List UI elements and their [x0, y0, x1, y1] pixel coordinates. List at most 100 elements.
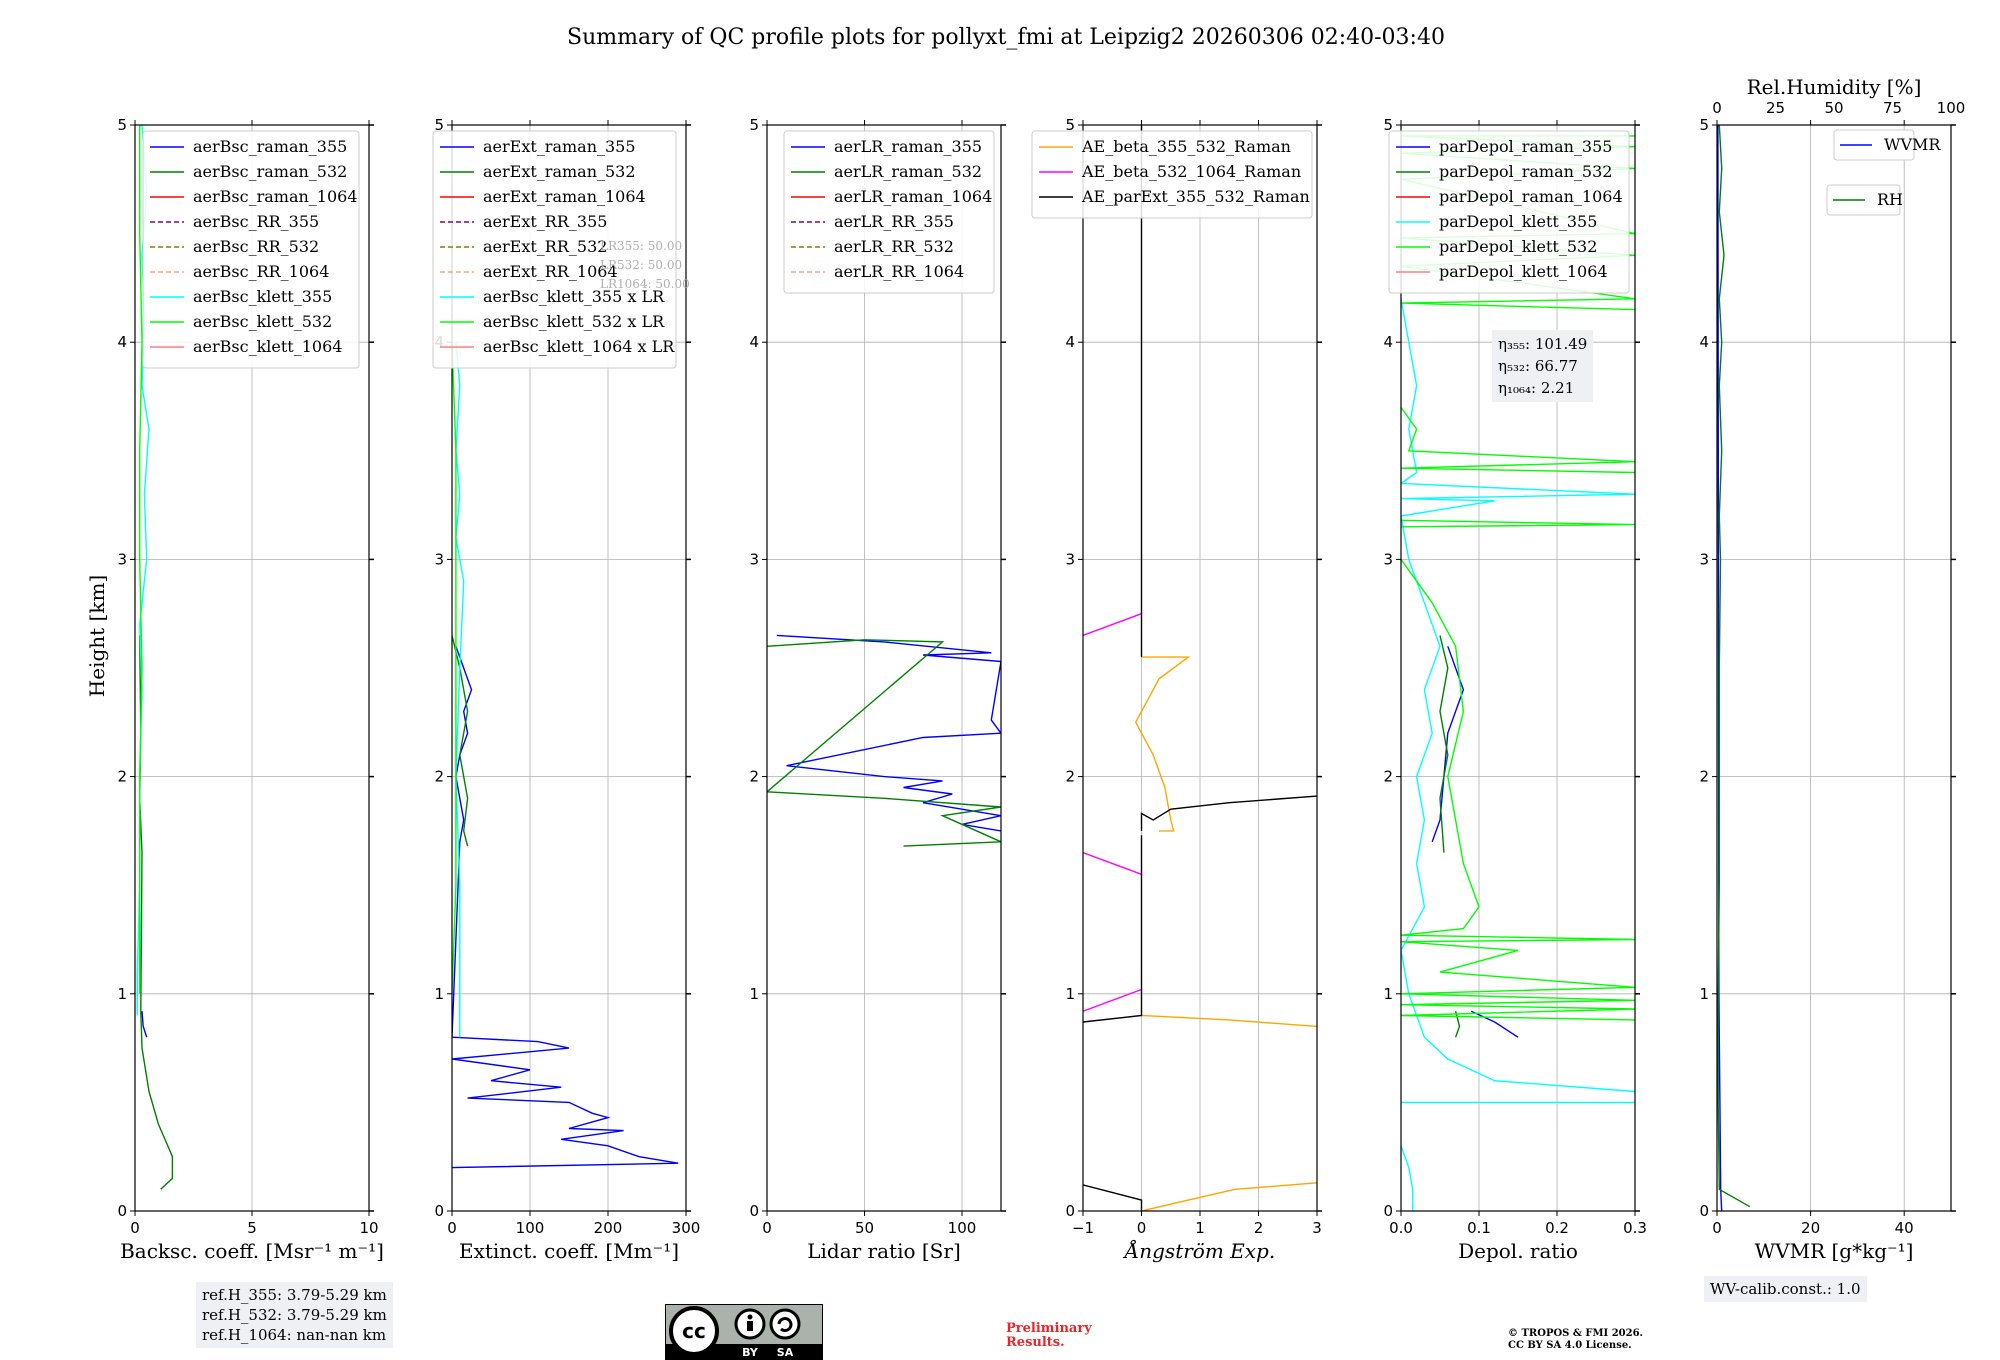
x-axis-label: Depol. ratio	[1458, 1239, 1578, 1263]
series-aerLR_raman_355	[776, 634, 1001, 832]
legend-label: WVMR	[1884, 135, 1941, 154]
reference-height-box: ref.H_355: 3.79-5.29 km ref.H_532: 3.79-…	[196, 1282, 393, 1348]
y-tick-label: 5	[117, 116, 127, 134]
y-tick-label: 5	[1383, 116, 1393, 134]
eta-355: η₃₅₅: 101.49	[1498, 335, 1588, 353]
series-AE_beta_355_532_Raman	[1134, 656, 1317, 1211]
legend-label: parDepol_raman_355	[1439, 137, 1612, 156]
legend-label: aerLR_raman_1064	[834, 187, 992, 206]
legend-label: parDepol_klett_1064	[1439, 262, 1608, 281]
legend-label: aerBsc_klett_532	[193, 312, 332, 331]
y-tick-label: 3	[1065, 550, 1075, 568]
axes-frame	[1400, 124, 1636, 1212]
series-AE_parExt_355_532_Raman	[1083, 125, 1317, 1211]
y-tick-label: 1	[434, 985, 444, 1003]
y-tick-label: 4	[1699, 333, 1709, 351]
top-tick-label: 25	[1766, 99, 1785, 117]
panel-backscatter: 0 5 10 0 1 2 3 4 5 Backsc. coeff. [Msr⁻¹ m⁻¹] aerB…	[117, 116, 383, 1263]
ref-h-355: ref.H_355: 3.79-5.29 km	[202, 1286, 387, 1304]
series-aerLR_raman_532	[767, 639, 1001, 847]
y-tick-label: 4	[1065, 333, 1075, 351]
by-label: BY	[742, 1346, 759, 1359]
y-tick-label: 5	[749, 116, 759, 134]
y-tick-label: 5	[434, 116, 444, 134]
legend-label: aerBsc_raman_1064	[193, 187, 358, 206]
y-tick-label: 0	[1383, 1202, 1393, 1220]
y-tick-label: 2	[117, 768, 127, 786]
y-tick-label: 3	[117, 550, 127, 568]
series-WVMR	[1717, 125, 1723, 1211]
legend-label: aerLR_raman_532	[834, 162, 982, 181]
x-axis-label: WVMR [g*kg⁻¹]	[1755, 1239, 1914, 1263]
x-axis-label: Extinct. coeff. [Mm⁻¹]	[459, 1239, 679, 1263]
x-tick-label: 300	[672, 1219, 701, 1237]
lidar-ratio-note: LR1064: 50.00	[600, 277, 690, 291]
legend-box	[783, 130, 995, 294]
panel-depolarization: 0.0 0.1 0.2 0.3 0 1 2 3 4 5 Depol. ratio parDepol_r…	[1383, 116, 1646, 1263]
legend-label: parDepol_klett_355	[1439, 212, 1597, 231]
y-tick-label: 0	[1699, 1202, 1709, 1220]
y-tick-label: 0	[434, 1202, 444, 1220]
top-axis-label: Rel.Humidity [%]	[1747, 75, 1922, 99]
legend-label: aerBsc_klett_532 x LR	[483, 312, 665, 331]
series-parDepol_raman_532	[1439, 635, 1461, 1038]
y-tick-label: 3	[1699, 550, 1709, 568]
legend-box	[1388, 130, 1630, 294]
series-aerBsc_klett_355 x LR	[455, 342, 465, 1038]
legend-label: aerBsc_klett_355 x LR	[483, 287, 665, 306]
top-tick-label: 0	[1712, 99, 1722, 117]
x-tick-label: 0	[1712, 1219, 1722, 1237]
legend-label: aerExt_raman_1064	[483, 187, 646, 206]
series-aerBsc_raman_532	[138, 635, 174, 1190]
legend-box	[1833, 129, 1915, 161]
ref-h-532: ref.H_532: 3.79-5.29 km	[202, 1306, 387, 1324]
legend-label: aerBsc_RR_1064	[193, 262, 329, 281]
legend-label: aerLR_raman_355	[834, 137, 982, 156]
series-aerBsc_klett_532	[139, 125, 143, 994]
series-aerBsc_raman_355	[141, 1011, 148, 1038]
axes-frame	[451, 124, 687, 1212]
top-tick-label: 75	[1883, 99, 1902, 117]
panel-water_vapour: 0 20 40 0 1 2 3 4 5 WVMR [g*kg⁻¹] 0 25 50 75 100 Rel.Hu…	[1699, 75, 1965, 1263]
x-tick-label: 200	[594, 1219, 623, 1237]
legend-label: aerExt_RR_355	[483, 212, 607, 231]
legend-label: aerExt_RR_532	[483, 237, 607, 256]
axes-frame	[1716, 124, 1952, 1212]
legend-label: aerBsc_RR_355	[193, 212, 319, 231]
x-tick-label: 0.0	[1389, 1219, 1413, 1237]
x-tick-label: 40	[1895, 1219, 1914, 1237]
y-tick-label: 1	[117, 985, 127, 1003]
cc-by-sa-license-badge: cc BY SA	[665, 1304, 823, 1360]
y-axis-label: Height [km]	[85, 575, 109, 697]
y-tick-label: 3	[749, 550, 759, 568]
y-tick-label: 4	[749, 333, 759, 351]
eta-532: η₅₃₂: 66.77	[1498, 357, 1578, 375]
legend-label: parDepol_klett_532	[1439, 237, 1597, 256]
y-tick-label: 1	[1699, 985, 1709, 1003]
legend-box	[1031, 130, 1313, 219]
axes-frame	[766, 124, 1002, 1212]
panel-extinction: 0100200300012345Extinct. coeff. [Mm⁻¹]ae…	[432, 116, 701, 1263]
series-parDepol_raman_355	[1431, 646, 1519, 1038]
legend-label: aerLR_RR_355	[834, 212, 954, 231]
legend-label: aerBsc_raman_532	[193, 162, 347, 181]
y-tick-label: 1	[749, 985, 759, 1003]
wv-calib-box: WV-calib.const.: 1.0	[1704, 1276, 1867, 1302]
series-parDepol_klett_532	[1401, 135, 1635, 1021]
x-tick-label: 0.3	[1623, 1219, 1647, 1237]
copyright-note: © TROPOS & FMI 2026. CC BY SA 4.0 Licens…	[1508, 1328, 1644, 1351]
y-tick-label: 2	[749, 768, 759, 786]
eta-1064: η₁₀₆₄: 2.21	[1498, 379, 1575, 397]
x-tick-label: 100	[948, 1219, 977, 1237]
y-tick-label: 4	[1383, 333, 1393, 351]
series-parDepol_klett_355	[1401, 298, 1635, 1211]
y-tick-label: 3	[434, 550, 444, 568]
x-tick-label: 0	[130, 1219, 140, 1237]
y-tick-label: 1	[1065, 985, 1075, 1003]
eta-box: η₃₅₅: 101.49 η₅₃₂: 66.77 η₁₀₆₄: 2.21	[1492, 330, 1594, 402]
legend-label: aerBsc_RR_532	[193, 237, 319, 256]
y-tick-label: 2	[434, 768, 444, 786]
x-tick-label: 1	[1195, 1219, 1205, 1237]
